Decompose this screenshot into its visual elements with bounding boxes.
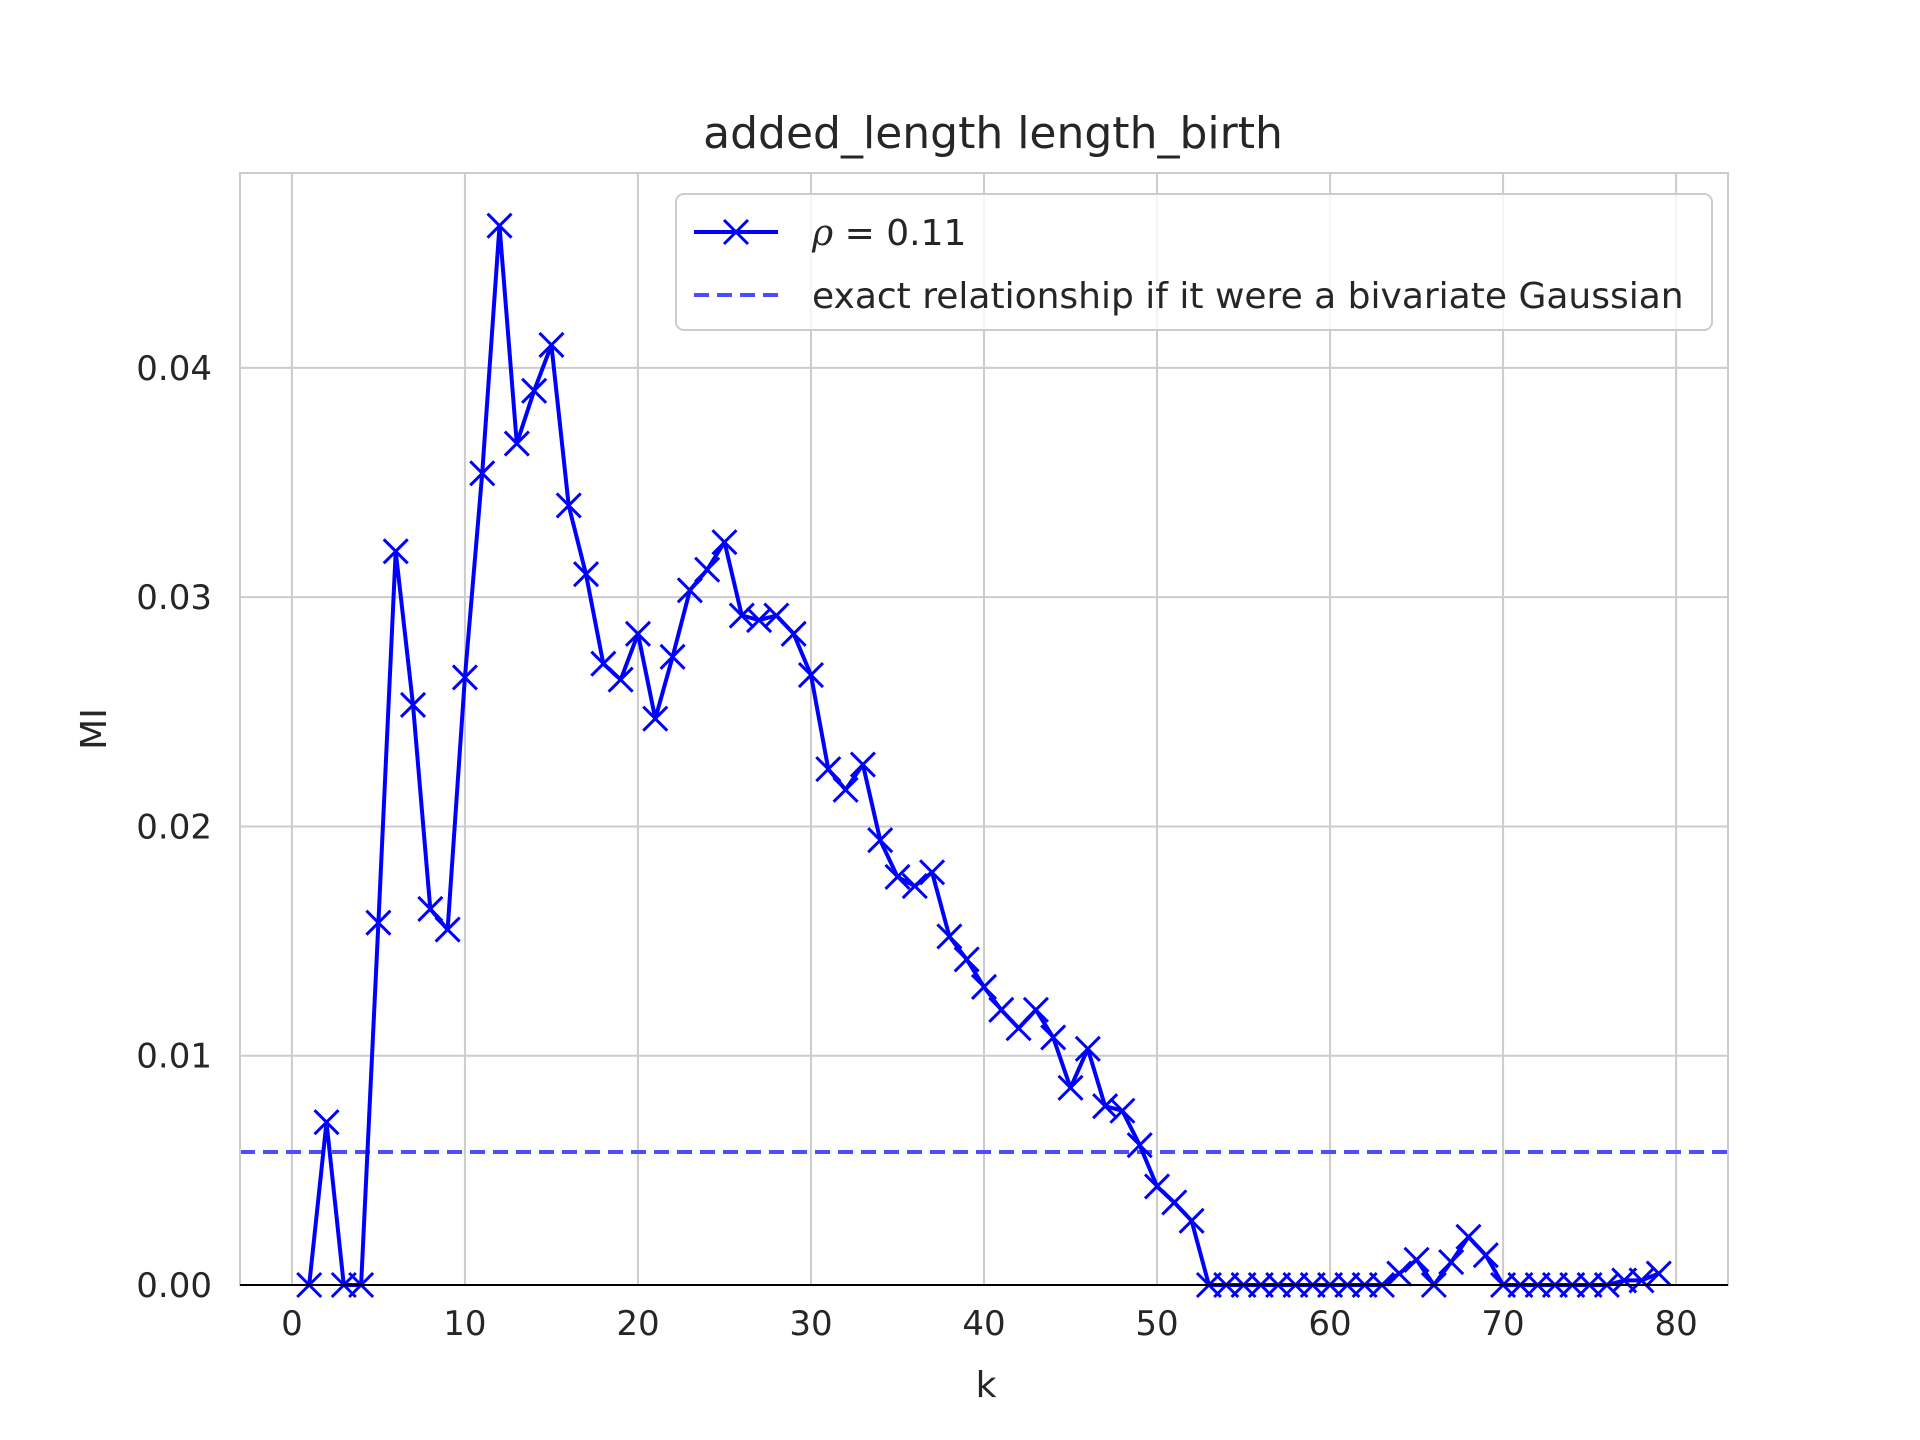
data-point-marker xyxy=(1092,1093,1119,1120)
y-axis-label: MI xyxy=(74,708,115,750)
data-point-marker xyxy=(815,756,842,783)
x-tick-label: 80 xyxy=(1654,1304,1697,1344)
data-point-marker xyxy=(313,1109,340,1136)
data-point-marker xyxy=(417,895,444,923)
y-tick-label: 0.04 xyxy=(136,349,212,389)
data-point-marker xyxy=(659,643,686,670)
data-point-marker xyxy=(503,430,530,457)
x-axis-label: k xyxy=(976,1365,997,1406)
data-point-marker xyxy=(1645,1260,1672,1287)
x-tick-label: 50 xyxy=(1135,1304,1178,1344)
data-point-marker xyxy=(1472,1242,1499,1269)
data-point-marker xyxy=(1386,1260,1413,1287)
legend: ρ = 0.11 exact relationship if it were a… xyxy=(675,193,1713,331)
data-point-marker xyxy=(538,331,565,359)
legend-label-gaussian: exact relationship if it were a bivariat… xyxy=(812,276,1684,317)
data-point-marker xyxy=(1022,996,1049,1023)
data-point-marker xyxy=(884,863,911,890)
data-point-marker xyxy=(676,577,703,604)
data-point-marker xyxy=(746,607,773,634)
data-point-marker xyxy=(1403,1246,1430,1273)
legend-label-series: ρ = 0.11 xyxy=(811,213,966,254)
data-point-marker xyxy=(555,492,582,519)
data-point-marker xyxy=(382,538,409,565)
legend-marker-x xyxy=(722,218,750,246)
data-point-marker xyxy=(1040,1024,1067,1051)
data-point-marker xyxy=(624,620,652,647)
x-tick-labels: 0 10 20 30 40 50 60 70 80 xyxy=(281,1304,1698,1344)
data-point-marker xyxy=(970,973,998,1000)
data-point-marker xyxy=(365,909,392,936)
legend-box xyxy=(675,193,1713,331)
data-point-marker xyxy=(434,916,461,943)
data-point-marker xyxy=(953,946,980,973)
data-point-marker xyxy=(451,664,478,691)
data-point-marker xyxy=(1438,1249,1465,1276)
data-point-marker xyxy=(849,751,876,778)
data-point-marker xyxy=(901,872,928,900)
x-tick-label: 70 xyxy=(1481,1304,1524,1344)
data-point-marker xyxy=(1074,1035,1101,1062)
x-tick-label: 10 xyxy=(443,1304,486,1344)
y-tick-label: 0.00 xyxy=(136,1266,212,1306)
data-point-marker xyxy=(728,602,755,629)
data-point-marker xyxy=(1057,1074,1084,1101)
data-point-marker xyxy=(936,923,963,950)
x-tick-label: 20 xyxy=(616,1304,659,1344)
data-point-marker xyxy=(572,561,600,588)
data-point-marker xyxy=(919,859,946,886)
data-point-marker xyxy=(780,620,807,647)
chart-title: added_length length_birth xyxy=(703,108,1283,159)
data-point-marker xyxy=(711,529,738,556)
y-tick-label: 0.03 xyxy=(136,578,212,618)
data-point-marker xyxy=(1109,1097,1136,1124)
y-tick-label: 0.02 xyxy=(136,807,212,847)
y-tick-labels: 0.00 0.01 0.02 0.03 0.04 xyxy=(136,349,212,1306)
data-point-marker xyxy=(1628,1267,1655,1294)
x-tick-label: 0 xyxy=(281,1304,303,1344)
data-point-marker xyxy=(694,556,721,583)
data-point-marker xyxy=(399,691,427,718)
data-point-marker xyxy=(469,460,496,487)
x-tick-label: 60 xyxy=(1308,1304,1351,1344)
legend-rho-value: = 0.11 xyxy=(833,213,966,254)
data-point-marker xyxy=(832,776,859,803)
data-point-marker xyxy=(607,666,634,693)
data-point-marker xyxy=(642,705,669,732)
data-point-marker xyxy=(797,662,825,689)
x-tick-label: 40 xyxy=(962,1304,1005,1344)
data-point-marker xyxy=(486,212,513,239)
x-tick-label: 30 xyxy=(789,1304,832,1344)
data-point-marker xyxy=(1126,1132,1153,1159)
data-point-marker xyxy=(1178,1207,1205,1234)
data-point-marker xyxy=(521,377,548,404)
legend-rho-symbol: ρ xyxy=(811,213,833,254)
data-point-marker xyxy=(867,827,894,854)
y-tick-label: 0.01 xyxy=(136,1037,212,1077)
